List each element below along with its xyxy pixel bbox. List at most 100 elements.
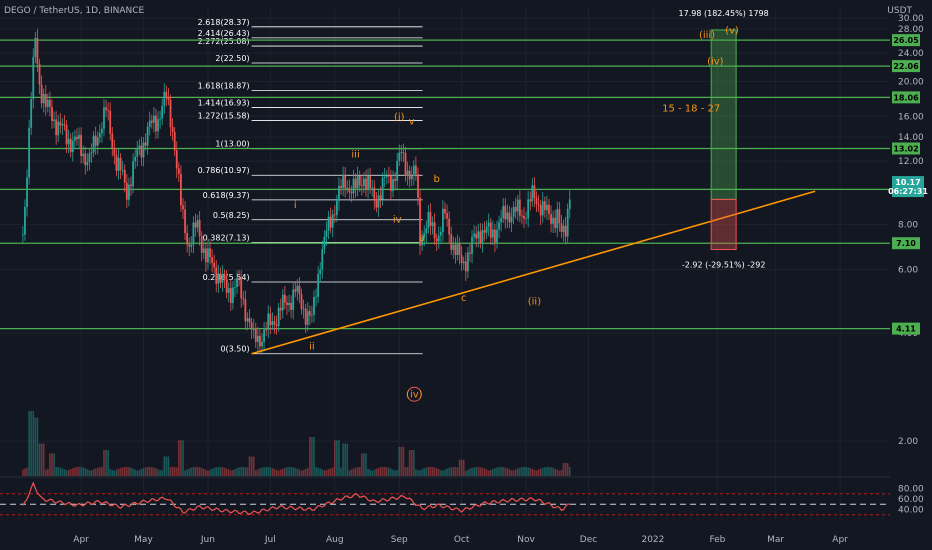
candle-body xyxy=(437,235,440,242)
volume-bar xyxy=(202,468,205,476)
rsi-tick: 40.00 xyxy=(898,506,924,516)
candle-body xyxy=(429,212,432,226)
volume-bar xyxy=(159,470,161,476)
volume-bar xyxy=(105,450,107,476)
volume-bar xyxy=(111,469,114,476)
volume-bar xyxy=(552,467,554,476)
candle-body xyxy=(161,105,164,119)
volume-bar xyxy=(550,467,552,476)
candle-body xyxy=(342,174,345,188)
candle-body xyxy=(155,115,157,132)
volume-bar xyxy=(433,467,436,476)
candle-body xyxy=(329,216,332,228)
candle-body xyxy=(240,278,243,299)
candle-body xyxy=(163,91,166,106)
candle-body xyxy=(431,222,434,226)
volume-bar xyxy=(558,470,561,476)
volume-bar xyxy=(200,467,203,476)
candle-body xyxy=(223,274,226,280)
wave-label: ii xyxy=(309,341,315,352)
volume-bar xyxy=(194,466,197,476)
candle-body xyxy=(406,170,409,176)
candle-body xyxy=(446,213,448,219)
candle-body xyxy=(53,119,55,121)
candle-body xyxy=(537,203,540,206)
candle-body xyxy=(236,277,238,287)
volume-bar xyxy=(134,469,136,476)
time-tick: Aug xyxy=(326,535,344,545)
price-axis[interactable]: 30.0028.0024.0020.0016.0014.0012.0010.00… xyxy=(888,14,928,515)
candle-body xyxy=(152,115,155,123)
candle-body xyxy=(130,184,132,187)
candle-body xyxy=(142,142,145,158)
volume-bar xyxy=(446,468,448,476)
candle-body xyxy=(159,118,162,120)
candle-body xyxy=(317,273,320,297)
candle-body xyxy=(86,161,89,166)
candle-body xyxy=(365,178,367,190)
volume-bar xyxy=(244,467,247,476)
volume-bar xyxy=(117,468,120,476)
candle-body xyxy=(448,218,451,235)
currency-label: USDT xyxy=(887,6,912,16)
profit-zone[interactable] xyxy=(710,29,737,200)
volume-bar xyxy=(47,468,49,476)
time-tick: 2022 xyxy=(641,535,664,545)
price-tick: 6.00 xyxy=(898,266,918,276)
candle-body xyxy=(504,205,507,220)
volume-bar xyxy=(65,470,68,476)
volume-bar xyxy=(546,466,548,476)
candle-body xyxy=(234,286,236,288)
candle-body xyxy=(44,94,47,107)
candle-body xyxy=(548,204,550,215)
candle-body xyxy=(516,199,519,212)
candle-body xyxy=(396,160,399,181)
candle-body xyxy=(444,208,446,214)
volume-bar xyxy=(277,470,280,476)
volume-bar xyxy=(138,469,141,476)
candle-body xyxy=(202,248,205,253)
candle-body xyxy=(494,229,496,243)
volume-bar xyxy=(209,469,211,476)
loss-zone[interactable] xyxy=(710,198,737,251)
volume-bar xyxy=(533,469,536,476)
candle-body xyxy=(338,185,340,201)
volume-bar xyxy=(568,466,571,476)
volume-bar xyxy=(371,470,374,476)
candle-body xyxy=(140,145,143,158)
candle-body xyxy=(354,178,357,189)
volume-bar xyxy=(275,469,278,476)
candle-body xyxy=(281,294,284,311)
candle-body xyxy=(315,296,317,298)
candle-body xyxy=(304,308,307,325)
volume-bar xyxy=(483,468,486,476)
candle-body xyxy=(98,133,101,138)
volume-bar xyxy=(273,468,276,476)
volume-bar xyxy=(479,467,482,476)
volume-bar xyxy=(101,466,103,476)
rsi-tick: 60.00 xyxy=(898,495,924,505)
volume-bar xyxy=(562,463,565,476)
ascending-trendline[interactable] xyxy=(251,190,816,355)
time-tick: Mar xyxy=(767,535,784,545)
trendline[interactable] xyxy=(251,190,816,355)
time-axis[interactable]: Apr May Jun Jul Aug Sep Oct Nov Dec 2022 Feb Mar Apr xyxy=(73,535,848,545)
candle-body xyxy=(198,220,201,237)
candle-body xyxy=(425,228,428,234)
volume-bar xyxy=(475,466,477,476)
volume-bar xyxy=(469,468,471,476)
fib-label: 1.618(18.87) xyxy=(198,82,250,91)
candle-body xyxy=(123,169,126,183)
candle-body xyxy=(136,149,139,157)
candle-body xyxy=(146,126,149,146)
candle-body xyxy=(475,233,478,239)
volume-bar xyxy=(284,467,286,476)
candle-body xyxy=(246,318,249,322)
volume-bar xyxy=(460,459,463,476)
candle-body xyxy=(545,204,548,211)
long-position[interactable]: 17.98 (182.45%) 1798 -2.92 (-29.51%) -292… xyxy=(662,9,769,270)
volume-bar xyxy=(165,456,168,476)
volume-bar xyxy=(467,469,469,476)
candle-body xyxy=(390,175,392,191)
